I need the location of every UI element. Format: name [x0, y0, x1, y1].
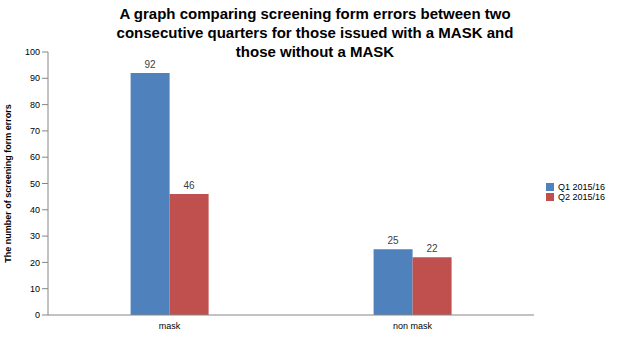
svg-text:10: 10	[30, 284, 40, 294]
svg-text:non mask: non mask	[393, 321, 433, 331]
svg-text:25: 25	[388, 235, 400, 246]
svg-text:90: 90	[30, 73, 40, 83]
html-text:Q2 2015/16: Q2 2015/16	[558, 191, 605, 202]
svg-text:40: 40	[30, 205, 40, 215]
svg-text:0: 0	[35, 310, 40, 320]
svg-text:46: 46	[184, 180, 196, 191]
html-text:Q1 2015/16: Q1 2015/16	[558, 181, 605, 192]
svg-text:80: 80	[30, 100, 40, 110]
svg-text:50: 50	[30, 179, 40, 189]
svg-text:92: 92	[145, 59, 157, 70]
svg-text:mask: mask	[159, 321, 181, 331]
svg-text:60: 60	[30, 152, 40, 162]
svg-text:100: 100	[25, 47, 40, 57]
svg-text:70: 70	[30, 126, 40, 136]
svg-text:20: 20	[30, 258, 40, 268]
html-text:A graph comparing screening fo: A graph comparing screening form errors …	[116, 5, 514, 60]
svg-text:30: 30	[30, 231, 40, 241]
svg-text:The number of screening form e: The number of screening form errors	[8, 104, 13, 263]
svg-text:22: 22	[427, 243, 439, 254]
